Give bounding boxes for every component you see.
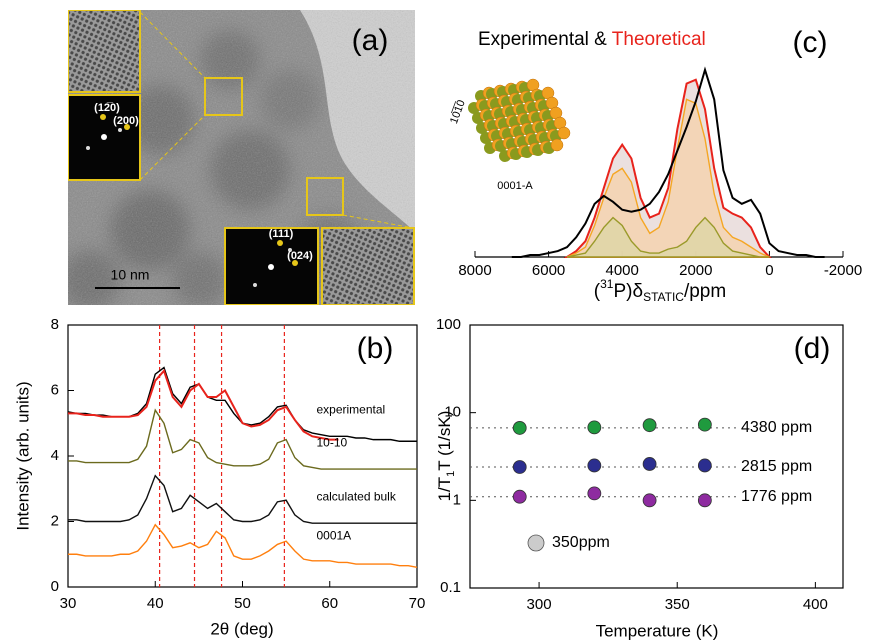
panel-label: (c) <box>793 26 828 59</box>
series-line <box>68 525 417 568</box>
label-subscript: STATIC <box>643 290 684 304</box>
inset-label: 0001-A <box>497 180 533 192</box>
x-tick-label: 40 <box>147 595 164 612</box>
y-tick-label: 1 <box>453 491 461 508</box>
spot-label: (200) <box>113 115 139 127</box>
data-point <box>643 419 656 432</box>
panel-label: (b) <box>357 332 394 365</box>
label-part: 1/T <box>435 477 454 502</box>
y-tick-label: 8 <box>51 316 59 333</box>
x-tick-label: 350 <box>665 596 690 613</box>
x-tick-label: 70 <box>409 595 426 612</box>
series-label: calculated bulk <box>316 489 396 503</box>
spot-label: (111) <box>269 228 294 240</box>
x-axis-label: Temperature (K) <box>596 621 719 640</box>
x-tick-label: 30 <box>60 595 77 612</box>
data-point <box>698 459 711 472</box>
spot-label: (024) <box>287 250 313 262</box>
series-label: 0001A <box>316 529 351 543</box>
chart-title: Experimental & Theoretical <box>478 29 706 50</box>
figure: (a) 10 nm (12̅0) (200) (111) (024) Exper… <box>0 0 877 643</box>
data-point <box>643 457 656 470</box>
x-tick-label: 400 <box>803 596 828 613</box>
x-tick-label: 50 <box>234 595 251 612</box>
data-point <box>698 494 711 507</box>
plot-frame <box>470 325 843 588</box>
x-tick-label: -2000 <box>824 262 862 279</box>
data-point <box>698 418 711 431</box>
inset-label: 10̅1̅0 <box>448 98 468 125</box>
data-point <box>588 421 601 434</box>
x-tick-label: 6000 <box>532 262 565 279</box>
data-point <box>513 421 526 434</box>
data-point <box>588 459 601 472</box>
series-label: experimental <box>316 403 385 417</box>
series-label: 4380 ppm <box>741 419 812 436</box>
y-tick-label: 2 <box>51 512 59 529</box>
x-axis-label: (31P)δSTATIC/ppm <box>594 277 726 304</box>
y-tick-label: 6 <box>51 381 59 398</box>
x-tick-label: 300 <box>527 596 552 613</box>
y-axis-label: 1/T1T (1/sK) <box>435 411 456 502</box>
label-part: /ppm <box>684 281 726 302</box>
legend-swatch <box>528 535 544 551</box>
crystal-atom <box>558 127 570 139</box>
title-part: Experimental & <box>478 29 607 50</box>
data-point <box>513 461 526 474</box>
x-tick-label: 2000 <box>679 262 712 279</box>
scale-bar-label: 10 nm <box>111 267 150 283</box>
title-highlight: Theoretical <box>612 29 706 50</box>
legend-label: 350ppm <box>552 534 610 551</box>
series-label: 2815 ppm <box>741 458 812 475</box>
y-axis-label: Intensity (arb. units) <box>13 381 32 530</box>
spot-label: (12̅0) <box>94 102 120 114</box>
data-point <box>643 494 656 507</box>
y-tick-label: 100 <box>436 316 461 333</box>
x-axis-label: 2θ (deg) <box>210 619 273 638</box>
crystal-inset <box>468 79 570 162</box>
series-label: 10-10 <box>316 435 347 449</box>
page: (a) 10 nm (12̅0) (200) (111) (024) Exper… <box>0 0 877 643</box>
y-tick-label: 10 <box>444 404 461 421</box>
y-tick-label: 0.1 <box>440 579 461 596</box>
x-tick-label: 0 <box>765 262 773 279</box>
series-line <box>68 410 417 469</box>
label-superscript: 31 <box>600 277 614 291</box>
crystal-atom <box>551 139 563 151</box>
panel-label: (a) <box>352 24 389 57</box>
x-tick-label: 60 <box>321 595 338 612</box>
series-label: 1776 ppm <box>741 488 812 505</box>
y-tick-label: 4 <box>51 447 59 464</box>
data-point <box>513 490 526 503</box>
data-point <box>588 487 601 500</box>
series-line <box>68 371 338 440</box>
y-tick-label: 0 <box>51 578 59 595</box>
x-tick-label: 4000 <box>606 262 639 279</box>
label-part: P)δ <box>613 281 643 302</box>
x-tick-label: 8000 <box>458 262 491 279</box>
panel-label: (d) <box>794 332 831 365</box>
